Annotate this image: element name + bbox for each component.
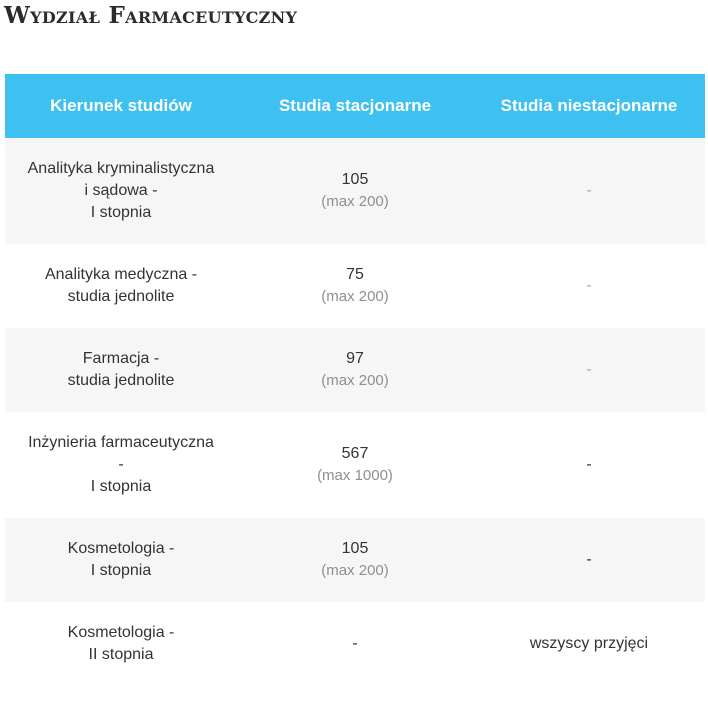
candidate-count: 97	[346, 350, 364, 367]
niestacjonarne-cell: -	[473, 412, 705, 518]
max-limit: (max 200)	[321, 193, 389, 210]
program-name-line: studia jednolite	[67, 288, 175, 305]
empty-value: -	[586, 551, 592, 568]
max-limit: (max 200)	[321, 562, 389, 579]
program-name-line: II stopnia	[88, 646, 154, 663]
empty-value: -	[586, 361, 592, 378]
stacjonarne-cell: -	[237, 602, 473, 686]
niestacjonarne-cell: -	[473, 138, 705, 244]
niestacjonarne-cell: -	[473, 244, 705, 328]
program-name-line: Analityka medyczna -	[44, 266, 198, 283]
program-name-line: Kosmetologia -	[67, 624, 175, 641]
table-row: Analityka medyczna - studia jednolite 75…	[5, 244, 705, 328]
page-title: Wydział Farmaceutyczny	[4, 2, 298, 29]
header-stacjonarne: Studia stacjonarne	[237, 74, 473, 138]
candidate-count: 105	[341, 171, 369, 188]
program-name-cell: Analityka medyczna - studia jednolite	[5, 244, 237, 328]
empty-value: -	[586, 277, 592, 294]
niestacjonarne-cell: -	[473, 518, 705, 602]
empty-value: -	[586, 456, 592, 473]
program-name-line: I stopnia	[90, 204, 152, 221]
program-name-cell: Kosmetologia - II stopnia	[5, 602, 237, 686]
program-name-line: I stopnia	[90, 562, 152, 579]
niestacjonarne-cell: -	[473, 328, 705, 412]
table-row: Inżynieria farmaceutyczna - I stopnia 56…	[5, 412, 705, 518]
table-row: Kosmetologia - I stopnia 105 (max 200) -	[5, 518, 705, 602]
program-name-line: studia jednolite	[67, 372, 175, 389]
candidate-count: 75	[346, 266, 364, 283]
candidate-count: 105	[341, 540, 369, 557]
program-name-line: Farmacja -	[82, 350, 160, 367]
stacjonarne-cell: 75 (max 200)	[237, 244, 473, 328]
stacjonarne-cell: 567 (max 1000)	[237, 412, 473, 518]
program-name-line: I stopnia	[90, 478, 152, 495]
program-name-line: Inżynieria farmaceutyczna	[28, 434, 214, 451]
empty-value: -	[586, 182, 592, 199]
program-name-line: i sądowa -	[84, 182, 158, 199]
program-name-cell: Analityka kryminalistyczna i sądowa - I …	[5, 138, 237, 244]
program-name-cell: Inżynieria farmaceutyczna - I stopnia	[5, 412, 237, 518]
program-name-cell: Farmacja - studia jednolite	[5, 328, 237, 412]
table-row: Analityka kryminalistyczna i sądowa - I …	[5, 138, 705, 244]
program-name-cell: Kosmetologia - I stopnia	[5, 518, 237, 602]
stacjonarne-cell: 105 (max 200)	[237, 518, 473, 602]
header-niestacjonarne: Studia niestacjonarne	[473, 74, 705, 138]
max-limit: (max 1000)	[317, 467, 393, 484]
table-row: Kosmetologia - II stopnia - wszyscy przy…	[5, 602, 705, 686]
header-kierunek: Kierunek studiów	[5, 74, 237, 138]
table-row: Farmacja - studia jednolite 97 (max 200)…	[5, 328, 705, 412]
results-table: Kierunek studiów Studia stacjonarne Stud…	[5, 74, 705, 686]
program-name-line: -	[118, 456, 124, 473]
program-name-line: Kosmetologia -	[67, 540, 175, 557]
admission-status: wszyscy przyjęci	[529, 635, 649, 652]
candidate-count: 567	[341, 445, 369, 462]
max-limit: (max 200)	[321, 288, 389, 305]
table-header-row: Kierunek studiów Studia stacjonarne Stud…	[5, 74, 705, 138]
niestacjonarne-cell: wszyscy przyjęci	[473, 602, 705, 686]
max-limit: (max 200)	[321, 372, 389, 389]
stacjonarne-cell: 97 (max 200)	[237, 328, 473, 412]
program-name-line: Analityka kryminalistyczna	[27, 160, 215, 177]
empty-value: -	[352, 635, 358, 652]
stacjonarne-cell: 105 (max 200)	[237, 138, 473, 244]
